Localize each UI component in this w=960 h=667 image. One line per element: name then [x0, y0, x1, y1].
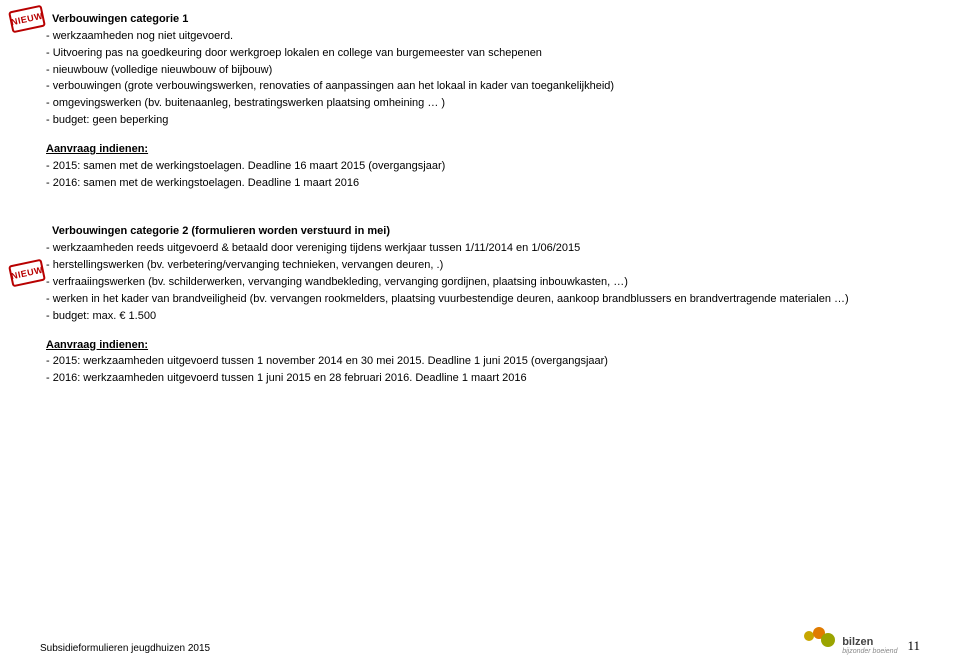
page: NIEUW Verbouwingen categorie 1 - werkzaa…	[0, 0, 960, 667]
section-category-2: Verbouwingen categorie 2 (formulieren wo…	[46, 224, 920, 386]
section1-line: - Uitvoering pas na goedkeuring door wer…	[46, 46, 920, 61]
section1-deadline: - 2016: samen met de werkingstoelagen. D…	[46, 176, 920, 191]
section2-line: - herstellingswerken (bv. verbetering/ve…	[46, 258, 920, 273]
page-footer: Subsidieformulieren jeugdhuizen 2015 bil…	[40, 627, 920, 655]
nieuw-stamp-icon: NIEUW	[8, 259, 46, 288]
page-number: 11	[907, 637, 920, 655]
section2-body: - werkzaamheden reeds uitgevoerd & betaa…	[46, 241, 920, 323]
footer-logo-name: bilzen	[842, 636, 873, 648]
section2-line: - verfraaiingswerken (bv. schilderwerken…	[46, 275, 920, 290]
section2-title: Verbouwingen categorie 2 (formulieren wo…	[46, 224, 920, 239]
section1-line: - nieuwbouw (volledige nieuwbouw of bijb…	[46, 63, 920, 78]
footer-left-text: Subsidieformulieren jeugdhuizen 2015	[40, 642, 210, 656]
section1-line: - werkzaamheden nog niet uitgevoerd.	[46, 29, 920, 44]
section2-line: - budget: max. € 1.500	[46, 309, 920, 324]
section2-subhead: Aanvraag indienen:	[46, 338, 920, 353]
section-category-1: Verbouwingen categorie 1 - werkzaamheden…	[46, 12, 920, 190]
section1-title: Verbouwingen categorie 1	[46, 12, 920, 27]
section2-deadline: - 2015: werkzaamheden uitgevoerd tussen …	[46, 354, 920, 369]
footer-right: bilzen bijzonder boeiend 11	[804, 627, 920, 655]
section1-subhead: Aanvraag indienen:	[46, 142, 920, 157]
section2-deadline: - 2016: werkzaamheden uitgevoerd tussen …	[46, 371, 920, 386]
section2-line: - werkzaamheden reeds uitgevoerd & betaa…	[46, 241, 920, 256]
footer-logo-tagline: bijzonder boeiend	[842, 648, 897, 655]
footer-logo-text: bilzen bijzonder boeiend	[842, 637, 897, 655]
bilzen-logo-icon	[804, 627, 836, 655]
section1-deadline: - 2015: samen met de werkingstoelagen. D…	[46, 159, 920, 174]
nieuw-stamp-icon: NIEUW	[8, 5, 46, 34]
section2-line: - werken in het kader van brandveilighei…	[46, 292, 920, 307]
section1-line: - budget: geen beperking	[46, 113, 920, 128]
section1-line: - verbouwingen (grote verbouwingswerken,…	[46, 79, 920, 94]
section1-line: - omgevingswerken (bv. buitenaanleg, bes…	[46, 96, 920, 111]
section1-body: - werkzaamheden nog niet uitgevoerd. - U…	[46, 29, 920, 128]
